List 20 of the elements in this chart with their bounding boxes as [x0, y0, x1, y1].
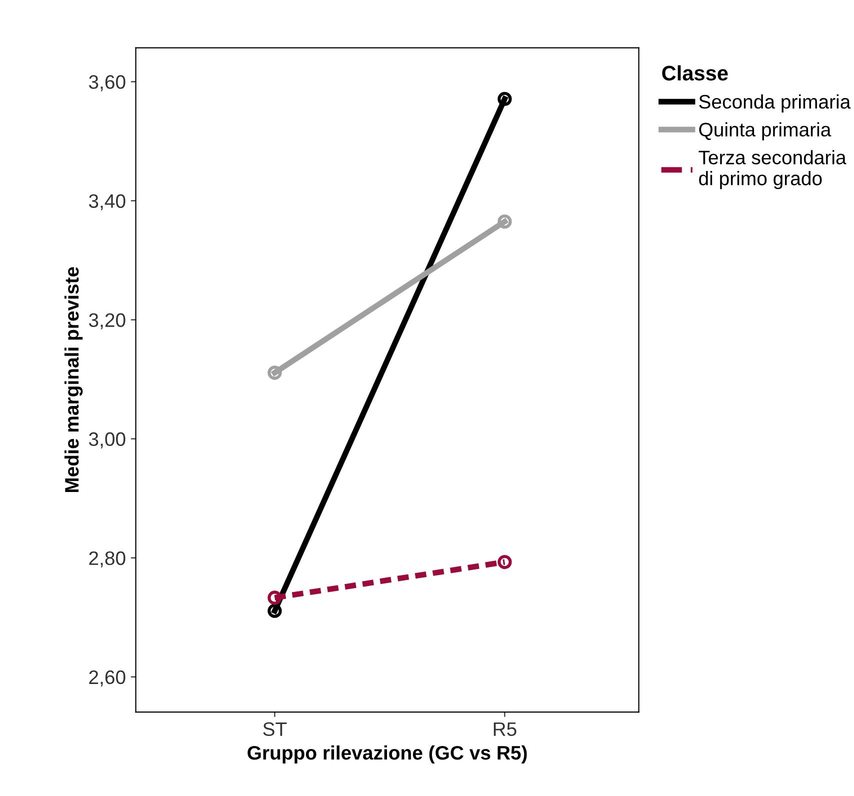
x-tick-label: R5	[494, 722, 516, 736]
point	[498, 92, 512, 106]
y-tick-label: 2,80	[89, 551, 126, 568]
legend-label: Seconda primaria	[699, 94, 851, 113]
y-tick-label: 3,40	[88, 194, 126, 210]
point	[268, 604, 282, 618]
y-tick-label: 3,20	[88, 313, 126, 330]
y-tick-label: 3,60	[88, 75, 126, 92]
point	[268, 366, 282, 380]
legend-label: Terza secondaria di primo grado	[698, 150, 846, 190]
point	[498, 554, 512, 570]
legend-label: Quinta primaria	[699, 122, 832, 140]
point	[268, 590, 282, 605]
point	[498, 214, 512, 229]
x-tick-label: ST	[263, 722, 287, 736]
y-axis-title: Medie marginali previste	[64, 267, 83, 492]
legend-title: Classe	[662, 65, 728, 81]
x-axis-title: Gruppo rilevazione (GC vs R5)	[248, 745, 527, 764]
y-tick-label: 3,00	[88, 432, 126, 448]
y-tick-label: 2,60	[89, 670, 126, 686]
